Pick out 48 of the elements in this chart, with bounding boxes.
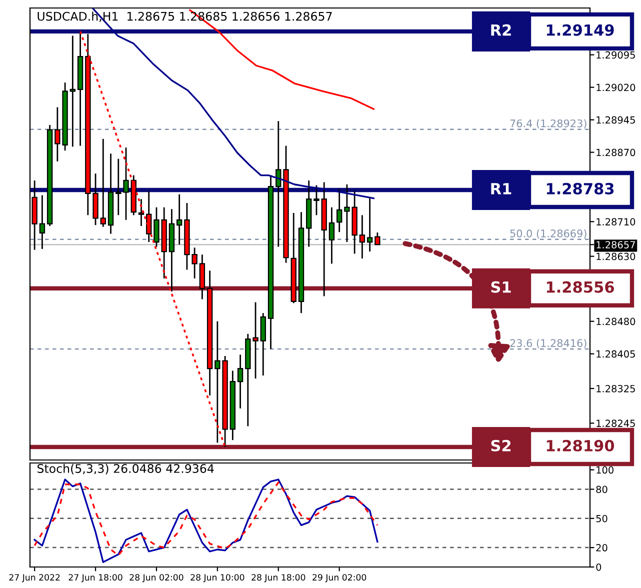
y-tick-label: 1.28245 <box>596 420 635 427</box>
x-tick-label: 27 Jun 2022 <box>9 574 60 582</box>
candlestick <box>336 188 342 233</box>
candlestick <box>116 158 122 216</box>
text: R1 1.28783 <box>491 182 614 194</box>
candlestick <box>154 206 160 248</box>
chart-title: Stoch(5,3,3) 26.0486 42.9364 <box>38 464 214 474</box>
y-tick-label: 1.28325 <box>596 384 635 392</box>
candlestick <box>70 35 76 148</box>
y-tick-label: 1.28945 <box>596 116 635 124</box>
ref-line-label: 23.6 (1.28416) <box>510 338 586 348</box>
x-tick-label: 28 Jun 02:00 <box>130 574 184 582</box>
y-tick-label: 1.28657 <box>596 241 635 248</box>
y-tick-label: 1.29095 <box>596 51 635 59</box>
y-tick-label: 20 <box>596 544 608 552</box>
y-tick-label: 80 <box>596 486 608 494</box>
candlestick <box>176 194 182 246</box>
candlestick <box>260 312 266 376</box>
text: R2 1.29149 <box>491 24 614 36</box>
candlestick <box>100 138 106 228</box>
candlestick <box>146 190 152 243</box>
y-tick-label: 0 <box>596 563 602 571</box>
text: S1 1.28556 <box>491 281 614 293</box>
candlestick <box>252 302 258 380</box>
ref-line-label: 50.0 (1.28669) <box>510 229 586 239</box>
y-tick-label: 1.28870 <box>596 148 636 156</box>
y-tick-label: 1.28480 <box>596 318 636 326</box>
candlestick <box>374 232 380 246</box>
x-tick-label: 27 Jun 18:00 <box>68 574 122 582</box>
candlestick <box>39 194 46 250</box>
x-tick-label: 28 Jun 18:00 <box>252 574 306 582</box>
y-tick-label: 1.28710 <box>596 218 636 226</box>
candlestick <box>237 354 244 410</box>
y-tick-label: 1.29020 <box>596 84 636 92</box>
candlestick <box>328 206 335 264</box>
y-tick-label: 1.28405 <box>596 350 635 358</box>
y-tick-label: 1.28630 <box>596 252 636 260</box>
candlestick <box>138 198 144 227</box>
ref-line-label: 76.4 (1.28923) <box>510 119 586 129</box>
x-tick-label: 29 Jun 02:00 <box>312 574 366 582</box>
candlestick <box>314 184 320 216</box>
candlestick <box>123 146 129 221</box>
y-tick-label: 100 <box>596 466 614 474</box>
candlestick <box>359 214 366 260</box>
candlestick <box>366 198 373 252</box>
x-tick-label: 28 Jun 10:00 <box>190 574 244 582</box>
y-tick-label: 50 <box>596 514 608 522</box>
text: S2 1.28190 <box>491 440 614 452</box>
